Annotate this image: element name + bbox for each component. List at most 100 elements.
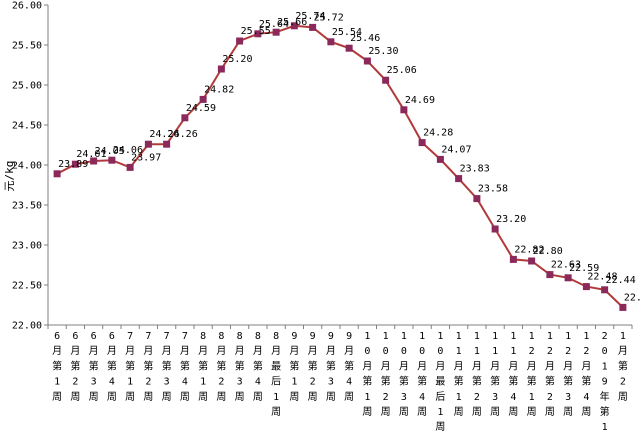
data-label: 23.83 <box>460 164 490 175</box>
data-point <box>181 114 189 122</box>
data-label: 22.82 <box>514 244 544 255</box>
data-point <box>491 225 499 233</box>
series <box>53 22 627 311</box>
data-label: 22.22 <box>624 292 640 303</box>
data-point <box>436 155 444 163</box>
data-point <box>126 163 134 171</box>
data-point <box>290 22 298 30</box>
y-tick-label: 23.50 <box>12 201 42 212</box>
data-label: 23.58 <box>478 184 508 195</box>
data-label: 22.80 <box>533 246 563 257</box>
series-line <box>56 24 624 309</box>
data-label: 25.06 <box>387 65 417 76</box>
axes <box>44 4 633 329</box>
data-label: 24.59 <box>186 103 216 114</box>
data-point <box>217 65 225 73</box>
data-label: 24.82 <box>204 84 234 95</box>
x-tick-label: 7 月第 1 周 <box>125 331 135 403</box>
data-label: 25.46 <box>350 33 380 44</box>
x-tick-label: 1 2 月第 2 周 <box>545 331 555 418</box>
y-tick-label: 22.00 <box>12 321 42 332</box>
data-point <box>564 274 572 282</box>
x-tick-label: 6 月第 2 周 <box>70 331 80 403</box>
data-point <box>382 76 390 84</box>
y-tick-label: 22.50 <box>12 281 42 292</box>
y-tick-labels: 22.00 22.50 23.00 23.50 24.00 24.50 25.00 25.50… <box>12 1 42 332</box>
data-point <box>363 57 371 65</box>
x-tick-label: 1 1 月第 4 周 <box>508 331 518 418</box>
x-tick-label: 1 1 月第 2 周 <box>472 331 482 418</box>
data-point <box>619 303 627 311</box>
data-point <box>71 160 79 168</box>
x-tick-labels: 6 月第 1 周 6 月第 2 周 6 月第 3 周 6 月第 4 周 7 月第 1 周 7 月第 2 周 7 月第 3 周 7 月第 4 周… <box>52 331 628 436</box>
data-point <box>400 106 408 114</box>
data-point <box>90 157 98 165</box>
x-tick-label: 1 2 月第 3 周 <box>563 331 573 418</box>
x-tick-label: 7 月第 2 周 <box>143 331 153 403</box>
x-tick-label: 1 0 月第 3 周 <box>399 331 409 418</box>
data-label: 22.59 <box>569 263 599 274</box>
y-tick-label: 25.00 <box>12 81 42 92</box>
data-point <box>144 140 152 148</box>
x-tick-label: 6 月第 3 周 <box>89 331 99 403</box>
x-tick-label: 1 月第 2 周 <box>618 331 628 403</box>
data-label: 23.20 <box>496 214 526 225</box>
x-tick-label: 7 月第 3 周 <box>162 331 172 403</box>
x-tick-label: 6 月第 4 周 <box>107 331 117 403</box>
data-point <box>163 140 171 148</box>
x-tick-label: 1 1 月第 3 周 <box>490 331 500 418</box>
y-tick-label: 26.00 <box>12 1 42 12</box>
x-tick-label: 8 月第 3 周 <box>235 331 245 403</box>
x-tick-label: 1 2 月第 1 周 <box>527 331 537 418</box>
x-tick-label: 1 0 月第 4 周 <box>417 331 427 418</box>
y-tick-label: 24.00 <box>12 161 42 172</box>
y-axis-title-text: 元/kg <box>3 161 16 192</box>
data-point <box>509 255 517 263</box>
data-point <box>582 283 590 291</box>
data-label: 23.97 <box>131 152 161 163</box>
x-tick-label: 1 0 月第 1 周 <box>362 331 372 418</box>
data-label: 22.44 <box>606 275 636 286</box>
data-label: 25.54 <box>332 27 362 38</box>
data-label: 24.26 <box>149 129 179 140</box>
y-tick-label: 25.50 <box>12 41 42 52</box>
x-tick-label: 9 月第 4 周 <box>344 331 354 403</box>
data-point <box>546 271 554 279</box>
data-point <box>254 30 262 38</box>
x-tick-label: 1 2 月第 4 周 <box>581 331 591 418</box>
x-tick-label: 7 月第 4 周 <box>180 331 190 403</box>
data-point <box>528 257 536 265</box>
data-label: 24.28 <box>423 128 453 139</box>
data-label: 24.05 <box>95 146 125 157</box>
x-tick-label: 8 月最后 1 周 <box>271 331 281 418</box>
x-tick-label: 8 月第 1 周 <box>198 331 208 403</box>
data-point <box>418 139 426 147</box>
x-tick-label: 1 0 月第 2 周 <box>381 331 391 418</box>
x-tick-label: 6 月第 1 周 <box>52 331 62 403</box>
y-axis-title: 元/kg <box>3 161 16 192</box>
data-point <box>53 170 61 178</box>
data-label: 25.30 <box>368 46 398 57</box>
data-point <box>455 175 463 183</box>
y-tick-label: 24.50 <box>12 121 42 132</box>
data-point <box>345 44 353 52</box>
x-tick-label: 1 0 月最后 1 周 <box>435 331 445 433</box>
x-tick-label: 9 月第 3 周 <box>326 331 336 403</box>
x-tick-label: 2019年第1周 <box>600 331 610 436</box>
x-tick-label: 1 1 月第 1 周 <box>454 331 464 418</box>
data-label: 25.72 <box>314 12 344 23</box>
x-tick-label: 9 月第 2 周 <box>308 331 318 403</box>
data-point <box>473 195 481 203</box>
data-label: 24.26 <box>168 129 198 140</box>
data-label: 25.74 <box>295 11 325 22</box>
data-point <box>108 156 116 164</box>
data-point <box>309 23 317 31</box>
data-point <box>236 37 244 45</box>
data-label: 22.48 <box>587 272 617 283</box>
x-tick-label: 8 月第 4 周 <box>253 331 263 403</box>
data-point <box>327 38 335 46</box>
data-point <box>601 286 609 294</box>
y-tick-label: 23.00 <box>12 241 42 252</box>
